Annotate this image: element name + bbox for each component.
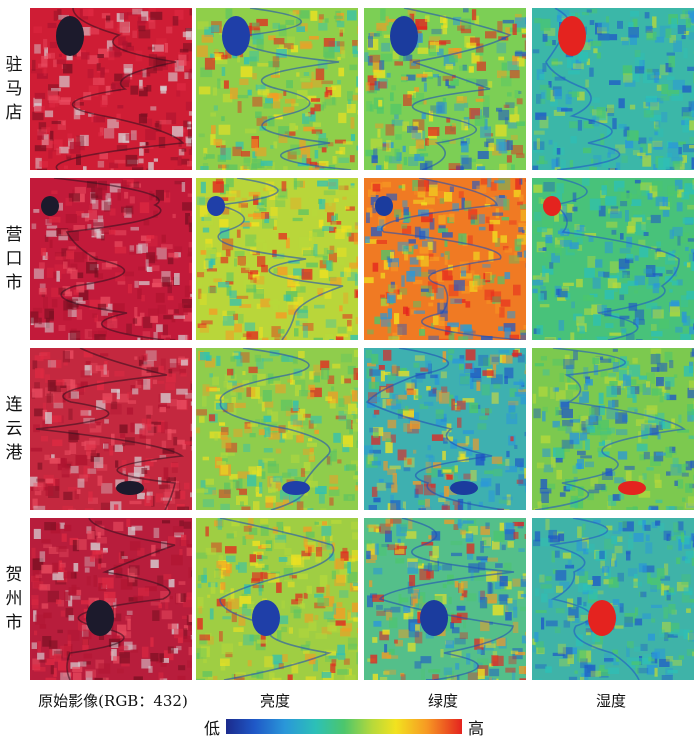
row-label-char: 连 xyxy=(5,395,23,415)
panel-zhumadian-brightness xyxy=(196,8,358,170)
row-label-char: 州 xyxy=(5,589,23,609)
row-label-char: 马 xyxy=(5,79,23,99)
panel-yingkou-wetness xyxy=(532,178,694,340)
row-label-char: 驻 xyxy=(5,55,23,75)
panel-zhumadian-greenness xyxy=(364,8,526,170)
panel-yingkou-original xyxy=(30,178,192,340)
panel-lianyungang-wetness xyxy=(532,348,694,510)
panel-zhumadian-wetness xyxy=(532,8,694,170)
row-label-hezhou: 贺 州 市 xyxy=(0,516,28,682)
panel-yingkou-greenness xyxy=(364,178,526,340)
row-label-char: 贺 xyxy=(5,565,23,585)
legend-high-label: 高 xyxy=(468,719,485,738)
panel-yingkou-brightness xyxy=(196,178,358,340)
column-label-wetness: 湿度 xyxy=(595,692,626,710)
row-label-yingkou: 营 口 市 xyxy=(0,176,28,342)
panel-zhumadian-original xyxy=(30,8,192,170)
row-label-char: 云 xyxy=(5,419,23,439)
row-label-char: 港 xyxy=(5,443,23,463)
column-label-brightness: 亮度 xyxy=(259,692,290,710)
panel-hezhou-brightness xyxy=(196,518,358,680)
column-label-original: 原始影像(RGB：432) xyxy=(38,692,188,710)
panel-hezhou-original xyxy=(30,518,192,680)
column-label-greenness: 绿度 xyxy=(427,692,458,710)
row-label-lianyungang: 连 云 港 xyxy=(0,346,28,512)
row-label-char: 营 xyxy=(5,225,23,245)
row-label-char: 口 xyxy=(5,249,23,269)
panel-hezhou-wetness xyxy=(532,518,694,680)
panel-lianyungang-greenness xyxy=(364,348,526,510)
panel-lianyungang-brightness xyxy=(196,348,358,510)
row-label-zhumadian: 驻 马 店 xyxy=(0,8,28,170)
panel-lianyungang-original xyxy=(30,348,192,510)
legend-color-bar xyxy=(226,719,462,734)
row-label-char: 市 xyxy=(5,613,23,633)
row-label-char: 店 xyxy=(5,103,23,123)
row-label-char: 市 xyxy=(5,273,23,293)
legend-low-label: 低 xyxy=(204,719,221,738)
panel-hezhou-greenness xyxy=(364,518,526,680)
